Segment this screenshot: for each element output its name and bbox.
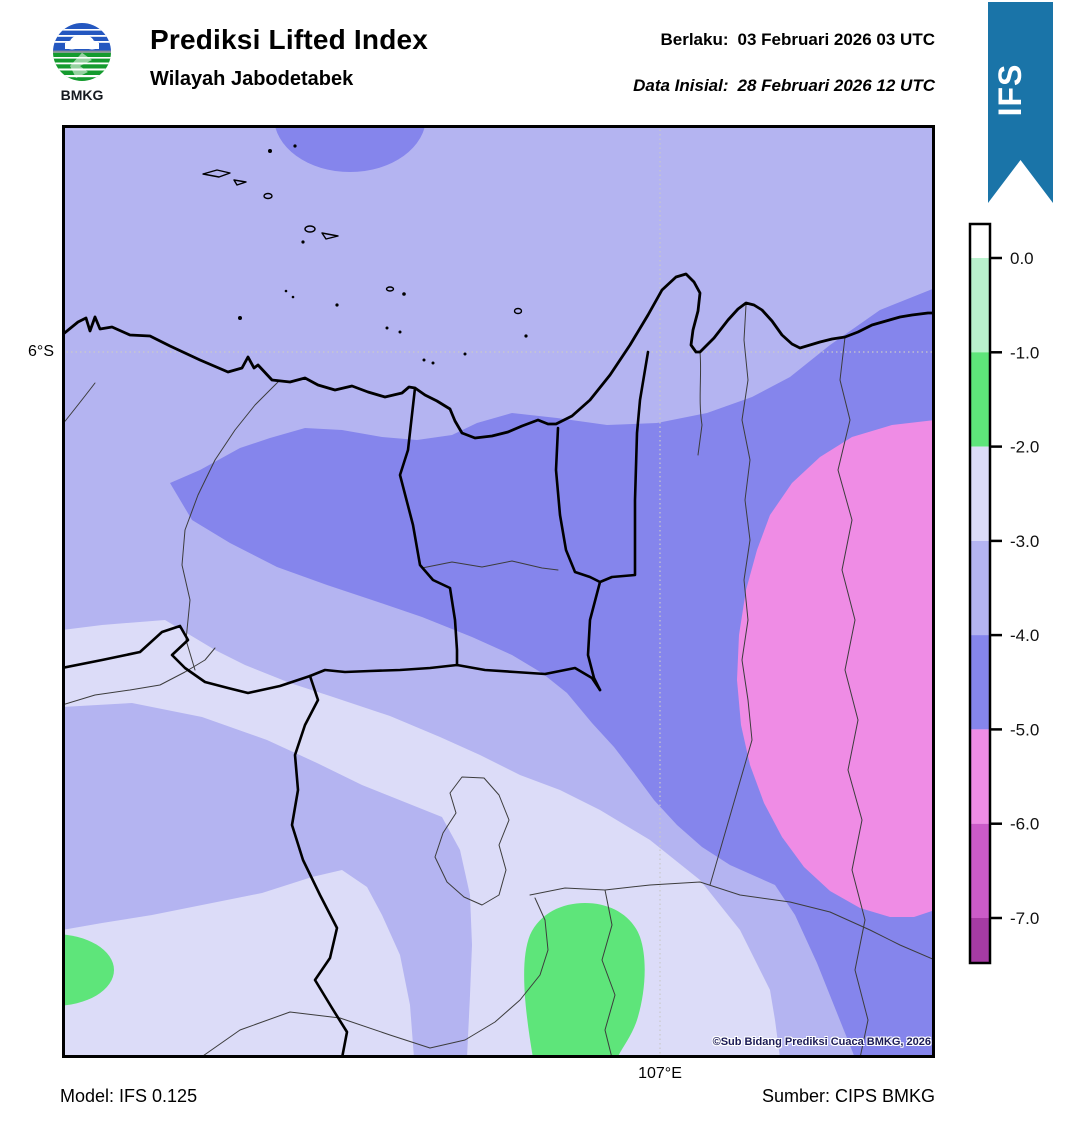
colorbar-segments	[970, 224, 990, 963]
bmkg-logo-text: BMKG	[61, 87, 104, 103]
ribbon-banner-icon	[988, 2, 1053, 203]
lifted-index-map	[62, 125, 935, 1058]
contour-region-minus5-pink	[737, 420, 935, 917]
graticule	[62, 125, 935, 1058]
svg-text:0.0: 0.0	[1010, 249, 1034, 268]
svg-text:-6.0: -6.0	[1010, 815, 1039, 834]
svg-text:-5.0: -5.0	[1010, 720, 1039, 739]
colorbar-ticks	[990, 256, 1002, 920]
copyright-text: ©Sub Bidang Prediksi Cuaca BMKG, 2026	[712, 1036, 931, 1048]
java-coastline	[62, 272, 935, 440]
contour-region-green-south	[524, 903, 645, 1058]
bmkg-logo-globe	[53, 23, 111, 81]
contour-region-minus4-north	[274, 125, 426, 172]
bmkg-logo-icon: BMKG	[53, 23, 111, 103]
map-frame	[62, 125, 935, 1058]
svg-text:-1.0: -1.0	[1010, 343, 1039, 362]
valid-time-value: 03 Februari 2026 03 UTC	[737, 30, 935, 49]
initial-data-label: Data Inisial:	[633, 76, 729, 95]
contour-region-green-west	[62, 934, 114, 1006]
lat-tick-label: 6°S	[28, 343, 54, 360]
district-boundaries	[62, 304, 935, 1058]
svg-text:-3.0: -3.0	[1010, 532, 1039, 551]
valid-time-label: Berlaku:	[660, 30, 729, 49]
islands	[202, 144, 528, 365]
island-dots	[238, 144, 528, 365]
svg-text:-7.0: -7.0	[1010, 909, 1039, 928]
province-boundaries	[62, 350, 650, 1058]
page-subtitle: Wilayah Jabodetabek	[150, 68, 354, 90]
colorbar-legend: 0.0 -1.0 -2.0 -3.0 -4.0 -5.0 -6.0 -7.0	[968, 222, 1039, 965]
colorbar-tick-labels: 0.0 -1.0 -2.0 -3.0 -4.0 -5.0 -6.0 -7.0	[1010, 249, 1039, 928]
valid-time-line: Berlaku: 03 Februari 2026 03 UTC	[660, 30, 935, 50]
colorbar-outline	[968, 222, 992, 965]
ribbon-label: IFS	[992, 64, 1028, 117]
cloud-icon	[65, 35, 99, 50]
model-ribbon: IFS	[988, 2, 1053, 203]
page-title: Prediksi Lifted Index	[150, 24, 429, 55]
model-info-label: Model: IFS 0.125	[60, 1086, 198, 1106]
source-info-label: Sumber: CIPS BMKG	[761, 1086, 935, 1106]
svg-text:-4.0: -4.0	[1010, 626, 1039, 645]
svg-text:-2.0: -2.0	[1010, 438, 1039, 457]
contour-fills	[62, 125, 935, 1058]
initial-data-value: 28 Februari 2026 12 UTC	[737, 76, 935, 95]
contour-region-minus3-wedge	[62, 703, 472, 1058]
lon-tick-label: 107°E	[638, 1065, 682, 1082]
initial-data-line: Data Inisial: 28 Februari 2026 12 UTC	[633, 76, 935, 96]
